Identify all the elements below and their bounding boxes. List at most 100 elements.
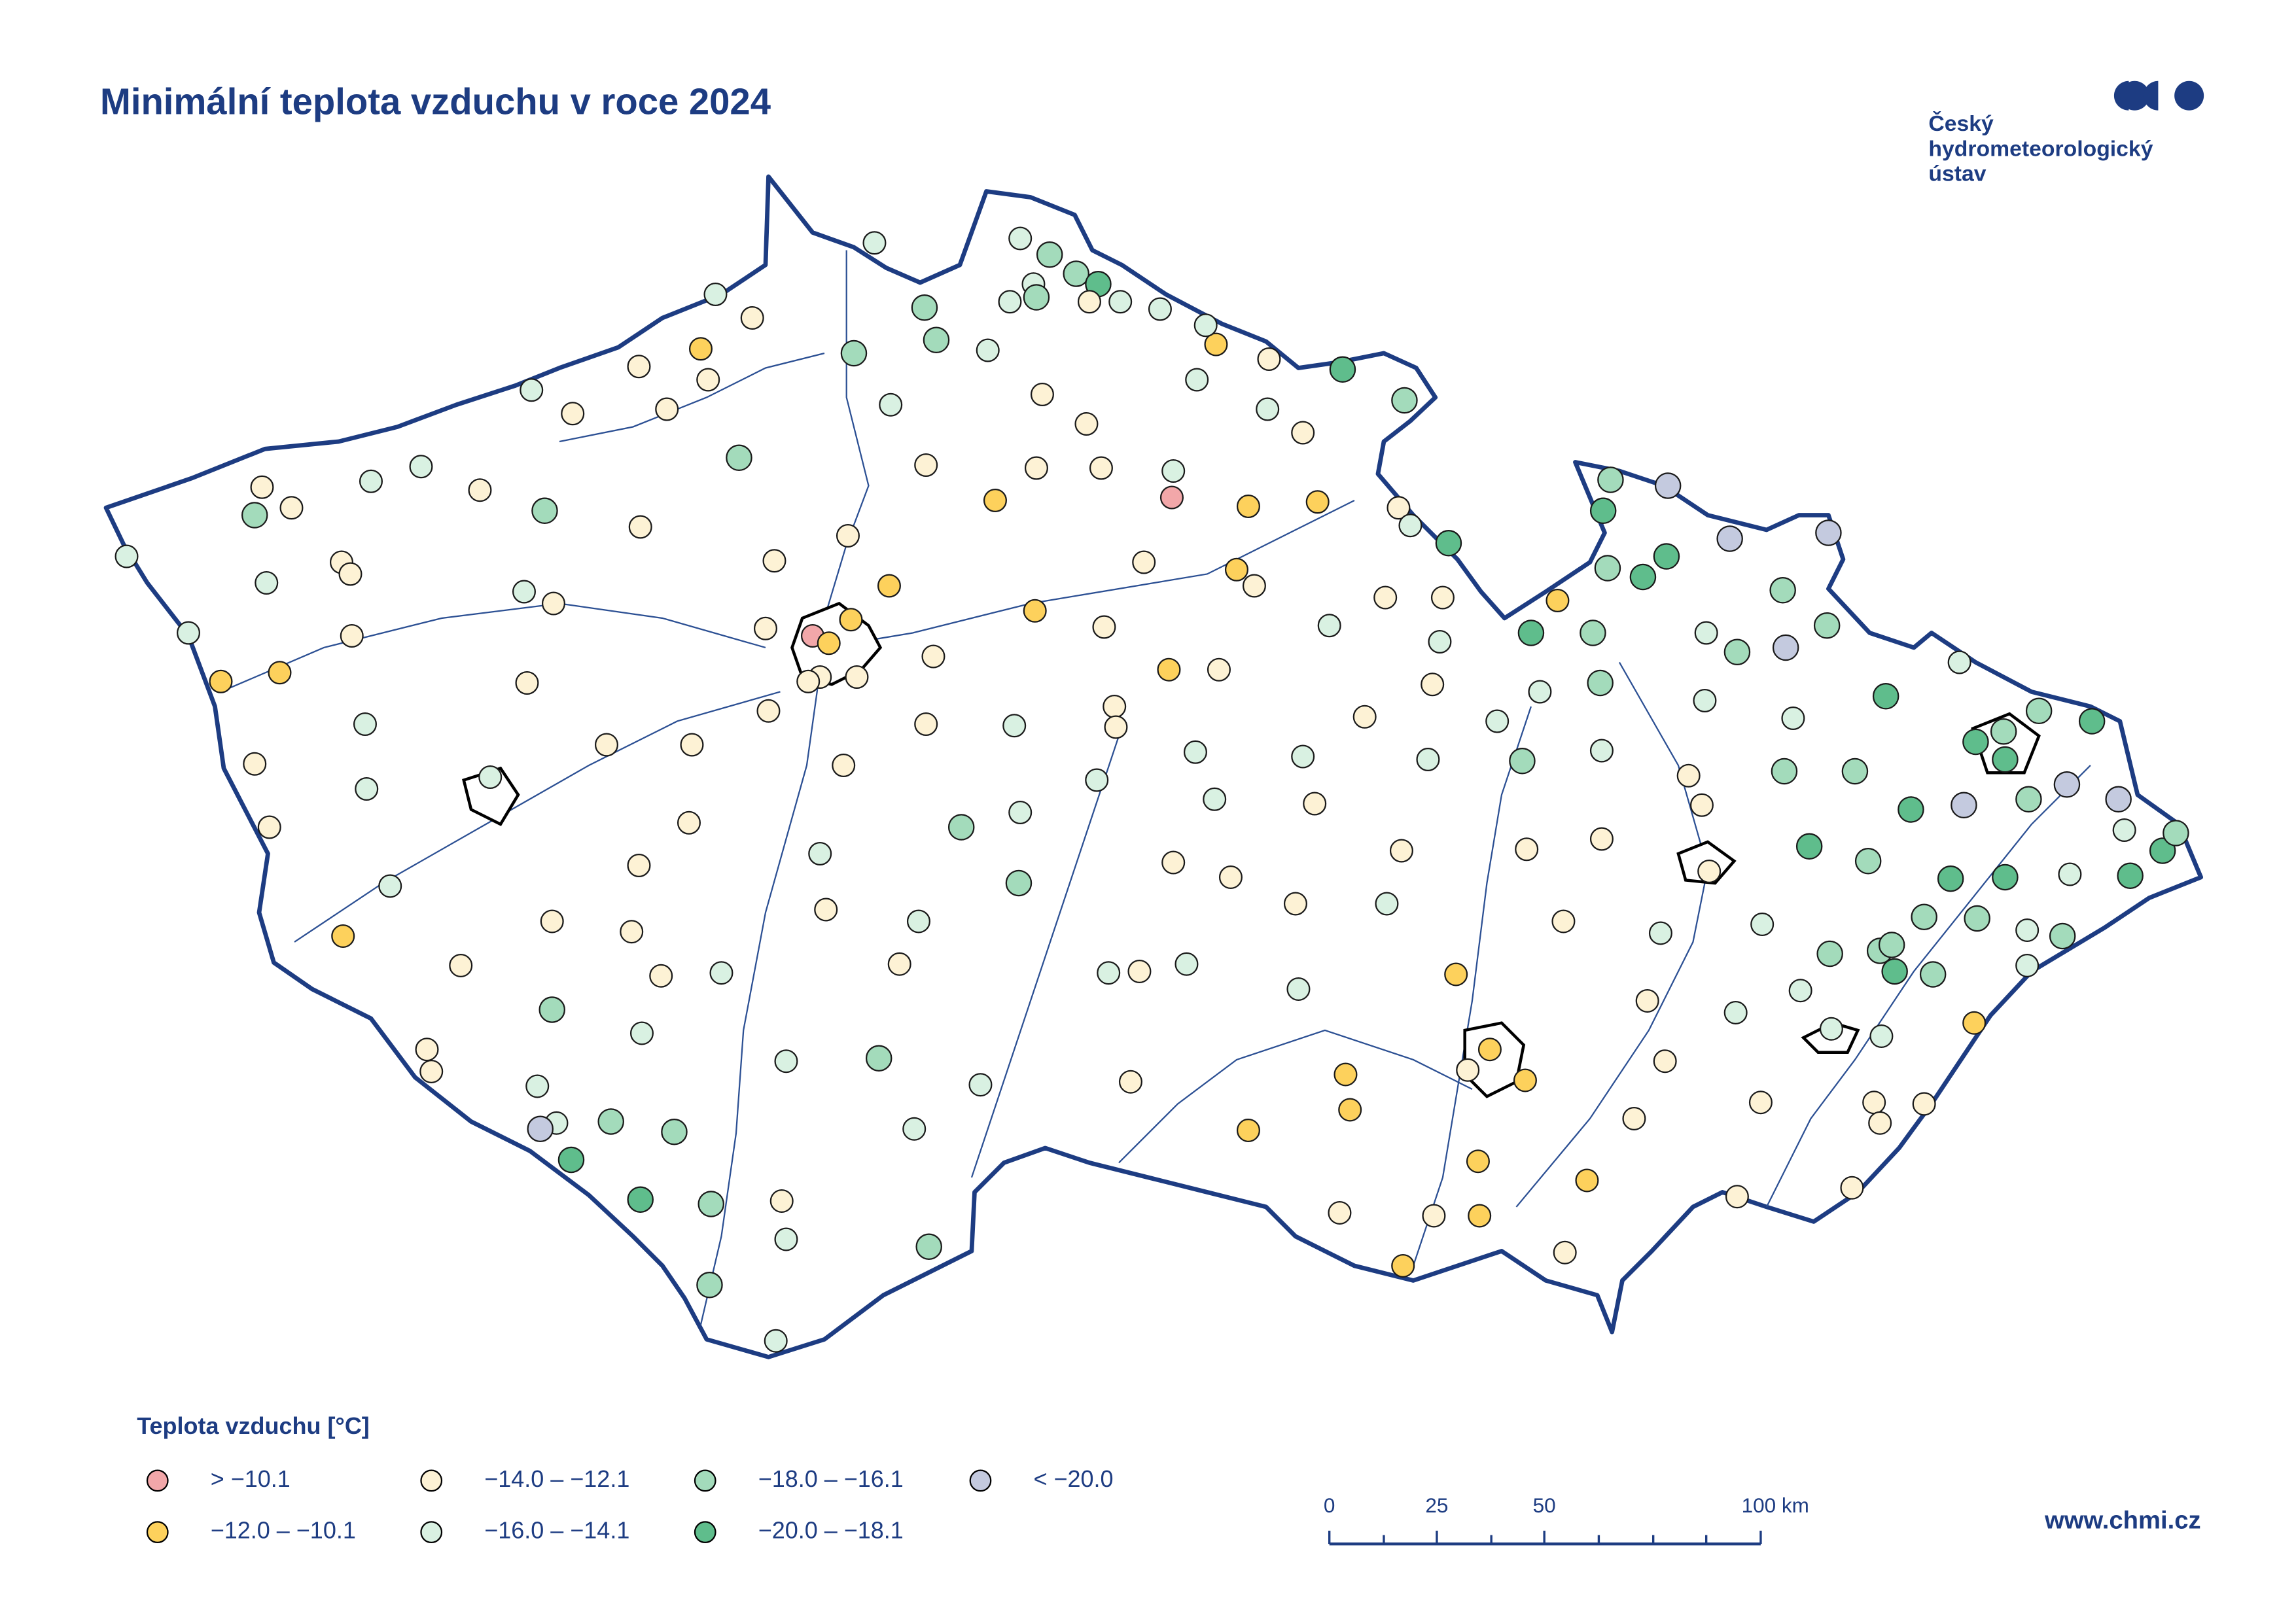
station-marker xyxy=(1509,747,1536,775)
station-marker xyxy=(1654,472,1682,499)
station-marker xyxy=(520,378,544,402)
station-marker xyxy=(677,811,701,835)
station-marker xyxy=(703,282,728,306)
station-marker xyxy=(1236,494,1260,518)
station-marker xyxy=(1002,714,1027,738)
station-marker xyxy=(1872,682,1899,710)
station-marker xyxy=(1962,728,1989,756)
station-marker xyxy=(628,515,652,539)
station-marker xyxy=(1589,497,1617,524)
logo-text: ústav xyxy=(1928,162,1986,186)
station-marker xyxy=(478,765,503,789)
river xyxy=(699,250,870,1325)
station-marker xyxy=(1725,1185,1749,1209)
station-marker xyxy=(906,909,930,934)
station-marker xyxy=(1951,792,1977,818)
station-marker xyxy=(774,1049,798,1073)
station-marker xyxy=(1185,368,1209,392)
station-marker xyxy=(1127,959,1152,983)
station-marker xyxy=(709,961,733,985)
station-marker xyxy=(2015,918,2040,942)
station-marker xyxy=(539,996,565,1023)
station-marker xyxy=(1962,1011,1987,1035)
station-marker xyxy=(2015,953,2040,977)
station-marker xyxy=(1551,909,1576,934)
station-marker xyxy=(1204,332,1228,357)
station-marker xyxy=(409,455,433,479)
station-marker xyxy=(998,290,1022,314)
station-marker xyxy=(1629,563,1657,591)
station-marker xyxy=(1694,621,1718,645)
station-marker xyxy=(419,1059,444,1083)
station-marker xyxy=(1992,746,2019,773)
station-marker xyxy=(698,1191,724,1217)
station-marker xyxy=(1118,1070,1142,1094)
station-marker xyxy=(531,497,558,524)
station-marker xyxy=(250,475,274,499)
station-marker xyxy=(976,338,1000,362)
river xyxy=(559,352,825,443)
station-marker xyxy=(2105,786,2132,812)
station-marker xyxy=(243,752,267,776)
station-marker xyxy=(1286,977,1311,1001)
station-marker xyxy=(415,1038,439,1062)
station-marker xyxy=(257,815,281,839)
river xyxy=(970,735,1120,1178)
station-marker xyxy=(279,496,304,520)
station-marker xyxy=(1283,892,1307,916)
station-marker xyxy=(696,1271,723,1299)
station-marker xyxy=(1428,629,1452,654)
station-marker xyxy=(1242,574,1266,598)
station-marker xyxy=(865,1045,892,1072)
station-marker xyxy=(594,733,618,757)
river xyxy=(221,602,766,693)
station-marker xyxy=(1580,620,1606,646)
station-marker xyxy=(1990,718,2017,745)
station-marker xyxy=(740,305,764,330)
legend-label: < −20.0 xyxy=(1033,1465,1113,1492)
station-marker xyxy=(359,469,383,493)
legend-swatch xyxy=(420,1521,443,1544)
station-marker xyxy=(1256,397,1280,421)
station-marker xyxy=(1947,650,1971,674)
station-marker xyxy=(1329,356,1356,383)
station-marker xyxy=(1104,715,1128,739)
river xyxy=(1412,706,1532,1266)
station-marker xyxy=(774,1227,798,1251)
legend-swatch xyxy=(146,1469,169,1492)
station-marker xyxy=(2058,862,2082,886)
station-marker xyxy=(1816,940,1843,968)
station-marker xyxy=(1911,903,1937,930)
station-marker xyxy=(340,623,364,648)
legend-swatch xyxy=(420,1469,443,1492)
station-marker xyxy=(1161,850,1186,875)
station-marker xyxy=(1218,865,1243,889)
station-marker xyxy=(649,964,673,988)
station-marker xyxy=(661,1118,688,1145)
station-marker xyxy=(726,444,752,471)
station-marker xyxy=(1750,912,1775,936)
station-marker xyxy=(241,502,268,529)
station-marker xyxy=(1771,758,1798,785)
station-marker xyxy=(1174,952,1199,976)
station-marker xyxy=(1161,459,1186,483)
station-marker xyxy=(1575,1168,1599,1193)
station-marker xyxy=(1386,496,1411,520)
station-marker xyxy=(1422,1204,1446,1228)
station-marker xyxy=(1881,958,1908,985)
station-marker xyxy=(1648,921,1672,945)
station-marker xyxy=(915,1233,942,1260)
station-marker xyxy=(764,1329,788,1353)
station-marker xyxy=(331,924,355,948)
station-marker xyxy=(1466,1149,1490,1174)
station-marker xyxy=(1587,669,1614,697)
station-marker xyxy=(1207,657,1231,682)
station-marker xyxy=(1854,847,1882,875)
station-marker xyxy=(902,1117,927,1141)
station-marker xyxy=(1224,557,1248,582)
station-marker xyxy=(629,1021,654,1045)
station-marker xyxy=(1257,347,1281,371)
scale-ticks xyxy=(1328,1530,1762,1544)
legend: > −10.1 −12.0 – −10.1 −14.0 – −12.1 −16.0 –… xyxy=(146,1465,1114,1544)
